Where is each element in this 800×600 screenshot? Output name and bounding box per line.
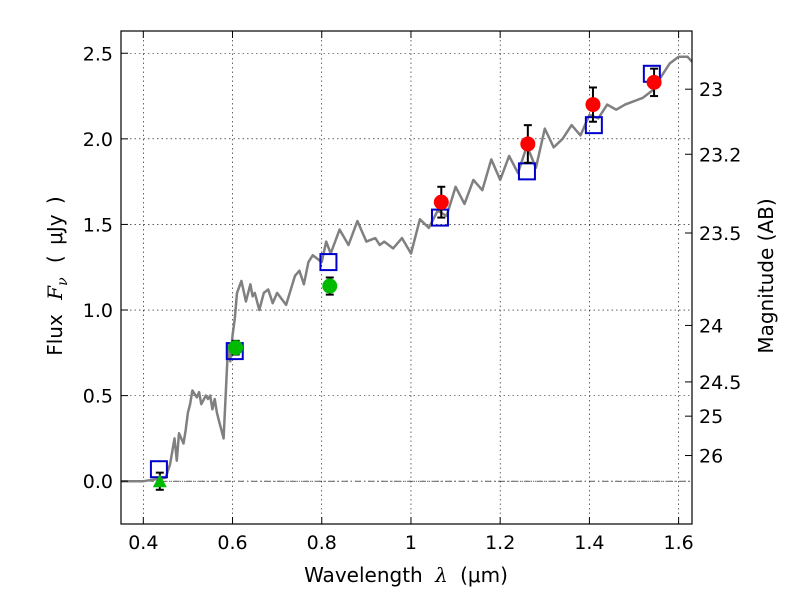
x-tick-label: 0.8 (307, 532, 337, 554)
axis-ticks (121, 31, 692, 524)
right-tick-label: 25 (699, 406, 723, 428)
grid (121, 31, 692, 524)
right-tick-label: 23.2 (699, 144, 741, 166)
y-tick-label: 0.0 (83, 471, 113, 493)
spectrum-line (121, 55, 693, 483)
observed-point (646, 74, 662, 90)
y-tick-label: 0.5 (83, 386, 113, 408)
x-tick-label: 1.2 (485, 532, 515, 554)
observed-point (433, 194, 449, 210)
right-tick-label: 26 (699, 446, 723, 468)
y-axis-title-right: Magnitude (AB) (754, 198, 778, 353)
observed-point (228, 340, 244, 356)
right-tick-label: 24.5 (699, 372, 741, 394)
observed-point (322, 278, 338, 294)
x-axis-title: Wavelength λ (μm) (304, 563, 508, 587)
tick-labels: 0.4 0.6 0.8 1 1.2 1.4 1.6 0.0 0.5 1.0 1.5 2.0 2.5 23 2… (83, 43, 742, 554)
model-square-marker (319, 253, 338, 272)
y-tick-label: 2.5 (83, 43, 113, 65)
y-tick-label: 1.0 (83, 300, 113, 322)
x-tick-label: 1.4 (574, 532, 604, 554)
upper-limit-triangle (152, 474, 167, 488)
observed-point (520, 136, 536, 152)
model-square-marker (430, 208, 449, 227)
right-tick-label: 24 (699, 315, 723, 337)
x-tick-label: 0.4 (128, 532, 158, 554)
y-tick-label: 2.0 (83, 129, 113, 151)
y-axis-title-left: Flux Fν ( μJy ) (43, 196, 72, 356)
series-group (121, 55, 693, 491)
x-tick-label: 1.6 (664, 532, 694, 554)
y-tick-label: 1.5 (83, 214, 113, 236)
right-tick-label: 23 (699, 79, 723, 101)
x-tick-label: 0.6 (217, 532, 247, 554)
x-tick-label: 1 (405, 532, 417, 554)
right-tick-label: 23.5 (699, 223, 741, 245)
plot-frame (120, 30, 693, 525)
observed-point (585, 97, 601, 113)
